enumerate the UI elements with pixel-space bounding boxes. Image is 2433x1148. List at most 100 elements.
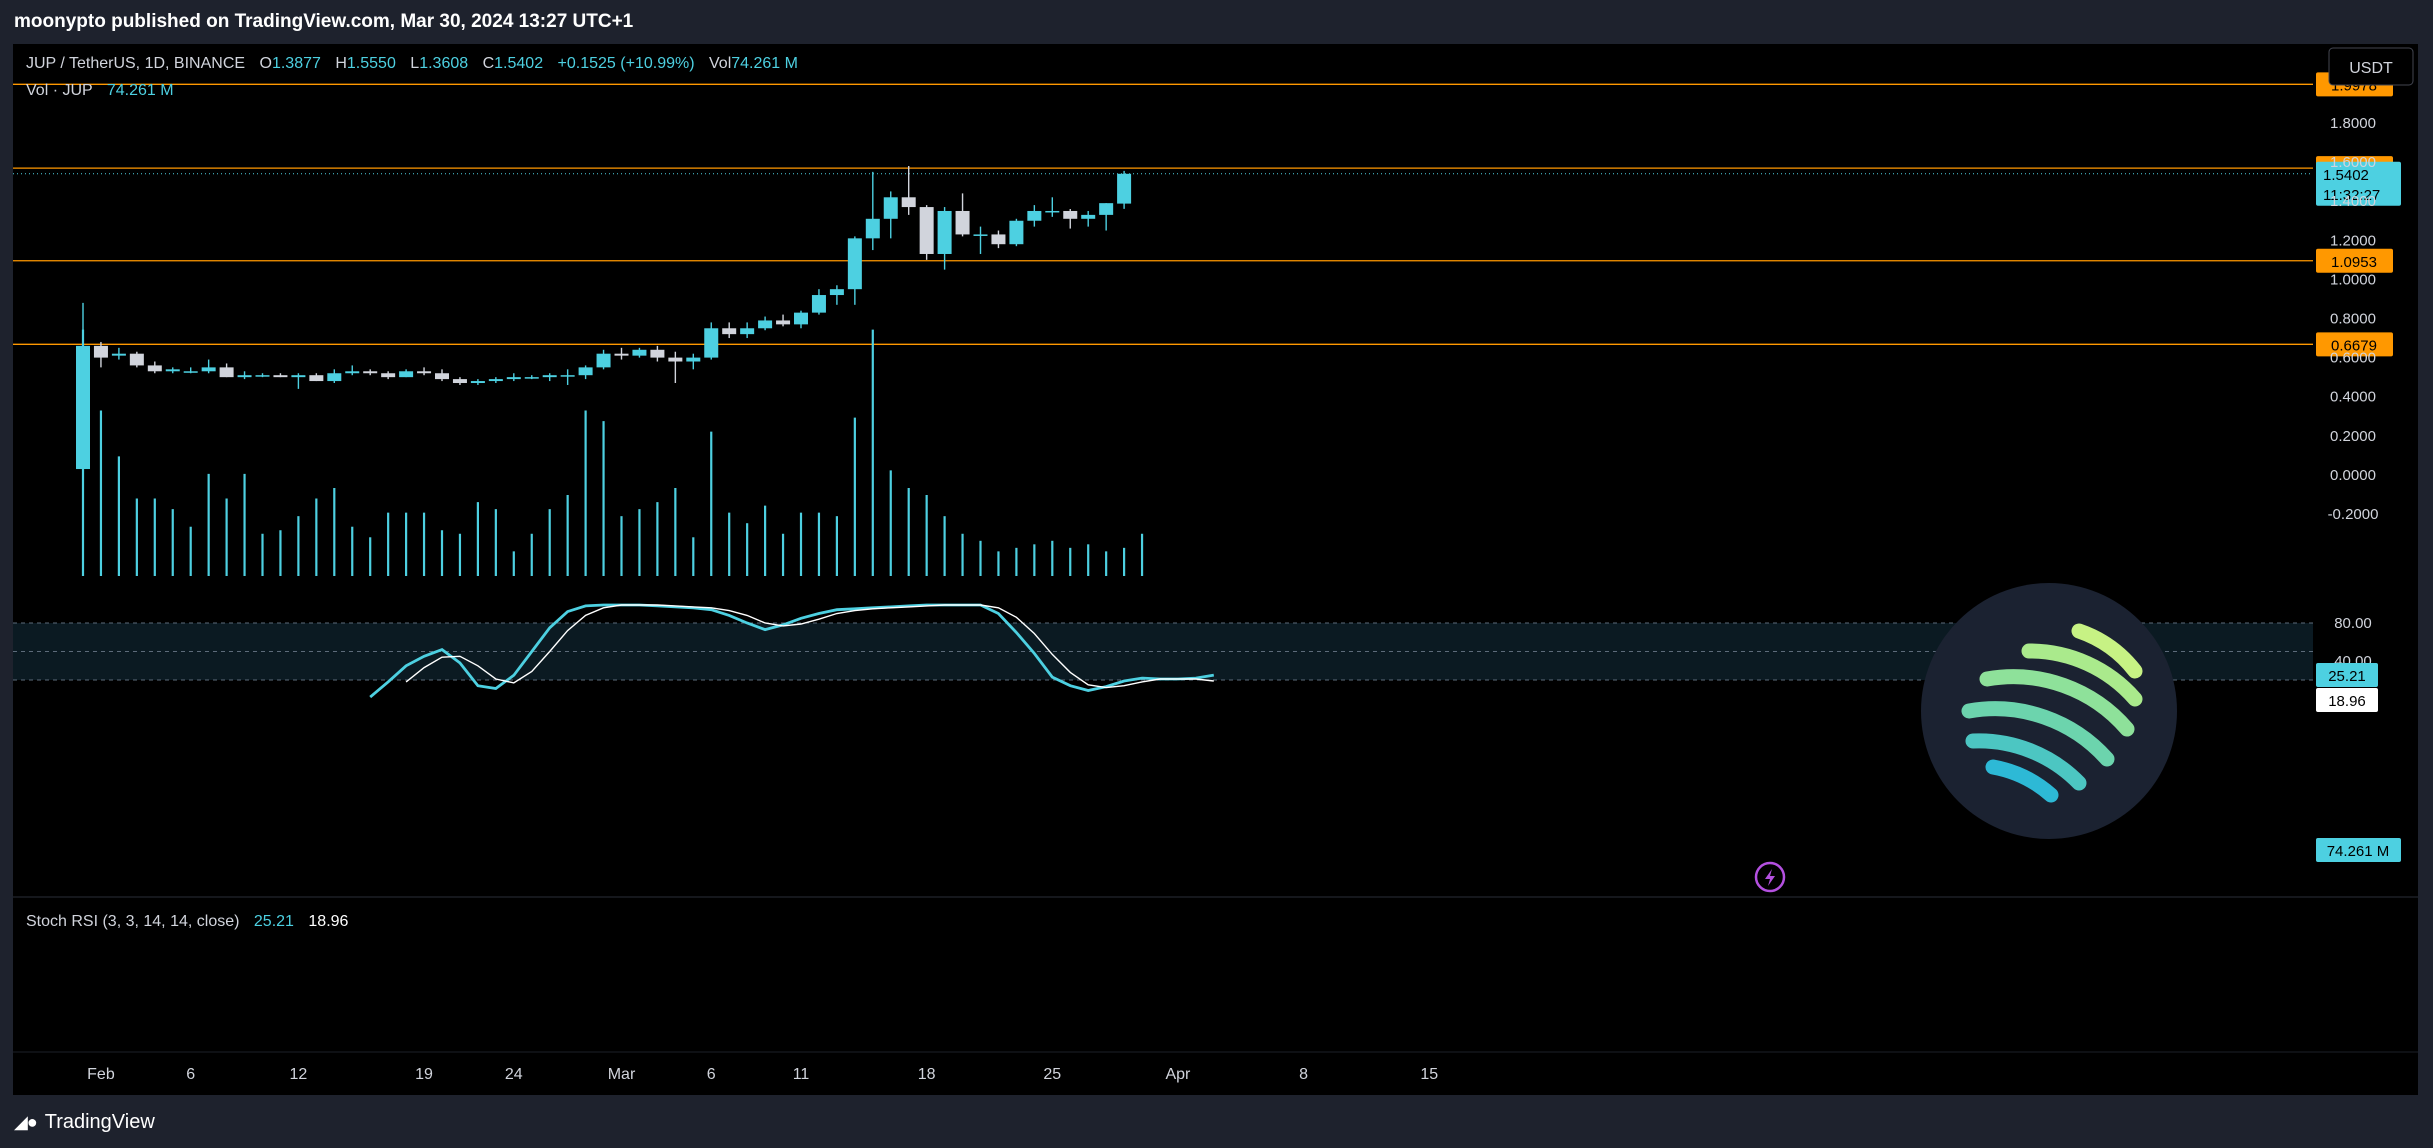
line-price-tag	[2316, 248, 2393, 273]
candle-body	[811, 295, 826, 313]
stoch-k-value: 25.21	[254, 913, 294, 930]
time-tick-label: 24	[505, 1066, 523, 1083]
last-price-tag	[2316, 161, 2401, 206]
high-value: 1.5550	[347, 55, 396, 72]
attribution-bar: moonypto published on TradingView.com, M…	[0, 0, 2433, 44]
symbol-label[interactable]: JUP / TetherUS, 1D, BINANCE	[26, 55, 245, 72]
candle-body	[614, 353, 629, 356]
candle-body	[901, 197, 916, 208]
time-axis[interactable]: Feb 6 12 19 24 Mar 6 11 18 25 Apr 8 15	[13, 1051, 2418, 1083]
vol-value: 74.261 M	[731, 55, 798, 72]
currency-button[interactable]: USDT	[2328, 47, 2414, 86]
candle-body	[883, 197, 898, 219]
candle-body	[76, 345, 90, 470]
candle-body	[470, 381, 485, 384]
candle-body	[596, 353, 611, 368]
footer-bar: ◢● TradingView	[0, 1095, 2433, 1148]
stoch-tick-label: 80.00	[2334, 615, 2372, 632]
time-tick-label: Mar	[608, 1066, 636, 1083]
price-tick-label: 1.4000	[2330, 193, 2376, 210]
candle-body	[794, 312, 808, 325]
stoch-d-tag-label: 18.96	[2328, 693, 2366, 710]
stoch-d-tag	[2316, 688, 2378, 713]
tradingview-logo-icon: ◢●	[14, 1112, 38, 1132]
candle-body	[668, 357, 683, 362]
attribution-text: moonypto published on TradingView.com, M…	[14, 11, 634, 32]
candle-body	[919, 207, 934, 254]
candle-body	[381, 373, 396, 378]
stoch-k-tag	[2316, 663, 2378, 688]
candle-body	[847, 238, 862, 290]
stoch-legend: Stoch RSI (3, 3, 14, 14, close) 25.21 18…	[26, 913, 349, 930]
candle-body	[722, 328, 737, 335]
candle-body	[273, 375, 288, 378]
price-tick-label: 0.6000	[2330, 350, 2376, 367]
logo-arc-6	[1985, 759, 2059, 803]
candle-body	[955, 210, 970, 235]
time-tick-label: Apr	[1165, 1066, 1191, 1083]
logo-arc-2	[2021, 643, 2143, 707]
candle-body	[991, 234, 1006, 245]
open-key: O	[260, 55, 272, 72]
time-tick-label: 6	[707, 1066, 716, 1083]
candle-body	[291, 375, 306, 378]
candle-body	[488, 379, 503, 382]
candle-body	[255, 375, 270, 377]
line-price-label: 0.6679	[2331, 337, 2377, 354]
candle-body	[147, 365, 162, 372]
candle-body	[937, 210, 952, 254]
volume-series-value: 74.261 M	[107, 82, 174, 99]
candle-body	[1045, 210, 1060, 213]
price-tick-label: 1.6000	[2330, 154, 2376, 171]
price-axis[interactable]: 1.8000 1.6000 1.4000 1.2000 1.0000 0.8000 0.60…	[2328, 115, 2379, 523]
candle-body	[1009, 220, 1024, 245]
currency-button-label: USDT	[2349, 60, 2393, 77]
price-tick-label: -0.2000	[2328, 506, 2379, 523]
logo-arc-3	[1979, 669, 2135, 737]
candle-body	[758, 320, 773, 329]
time-tick-label: 18	[918, 1066, 936, 1083]
candle-body	[129, 353, 144, 366]
candle-body	[650, 349, 665, 358]
volume-series-label[interactable]: Vol · JUP	[26, 82, 92, 99]
candle-body	[1081, 214, 1096, 219]
brand-name: TradingView	[44, 1111, 155, 1133]
candle-body	[542, 375, 557, 378]
candle-body	[309, 375, 324, 382]
time-tick-label: 6	[186, 1066, 195, 1083]
close-key: C	[483, 55, 495, 72]
low-key: L	[410, 55, 419, 72]
tradingview-brand[interactable]: ◢● TradingView	[14, 1111, 155, 1134]
candle-body	[524, 377, 539, 379]
candle-body	[506, 377, 521, 380]
volume-tag	[2316, 838, 2401, 862]
candle-body	[560, 375, 575, 377]
candle-body	[111, 353, 126, 356]
price-tick-label: 0.8000	[2330, 311, 2376, 328]
logo-arcs	[1961, 623, 2143, 803]
stoch-k-tag-label: 25.21	[2328, 668, 2366, 685]
jupiter-logo	[1921, 583, 2177, 839]
time-tick-label: 25	[1043, 1066, 1061, 1083]
time-tick-label: 8	[1299, 1066, 1308, 1083]
legend-line-2: Vol · JUP 74.261 M	[26, 82, 174, 99]
legend-line-1: JUP / TetherUS, 1D, BINANCE O1.3877 H1.5…	[26, 55, 798, 72]
candle-body	[452, 379, 467, 384]
price-tick-label: 0.0000	[2330, 467, 2376, 484]
close-value: 1.5402	[494, 55, 543, 72]
candle-body	[686, 357, 701, 362]
candle-body	[417, 371, 432, 374]
stoch-label[interactable]: Stoch RSI (3, 3, 14, 14, close)	[26, 913, 239, 930]
candle-body	[399, 371, 414, 378]
candle-body	[1117, 173, 1132, 204]
logo-arc-1	[2071, 623, 2143, 679]
time-tick-label: 15	[1420, 1066, 1438, 1083]
candle-body	[1027, 210, 1042, 221]
lightning-icon[interactable]	[1754, 861, 1786, 893]
candle-body	[237, 375, 252, 378]
candle-body	[345, 371, 360, 374]
high-key: H	[335, 55, 347, 72]
